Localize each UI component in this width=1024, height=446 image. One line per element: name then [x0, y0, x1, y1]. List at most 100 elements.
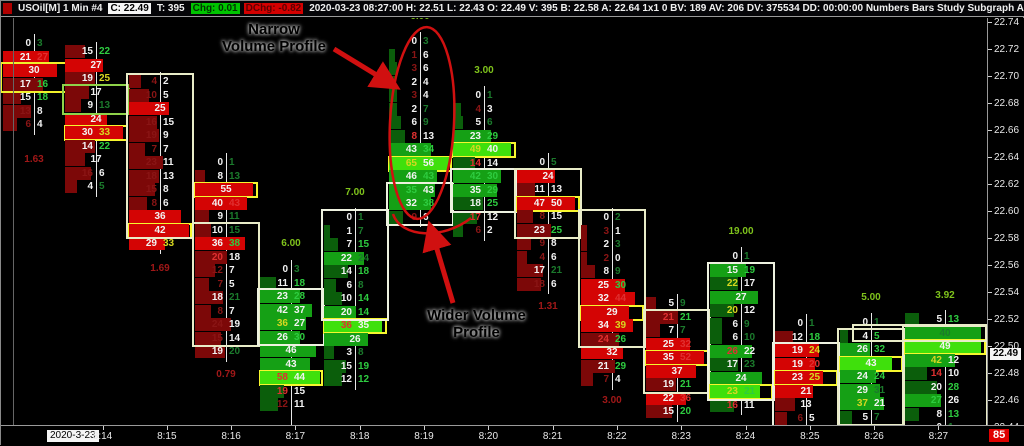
- volume-bar: [840, 370, 876, 383]
- footprint-cell: 10 15: [195, 223, 257, 238]
- footprint-cell: 8 13: [905, 407, 985, 422]
- footprint-cell: 19 20: [775, 357, 837, 372]
- price-axis[interactable]: 22.74 22.72 22.70 22.68 22.66 22.64 22.62 22.60…: [987, 17, 1024, 433]
- wider-profile-label: Wider Volume Profile: [427, 307, 526, 341]
- price-tick: [988, 238, 992, 239]
- time-tick: [231, 426, 233, 430]
- footprint-cell: 24: [65, 112, 127, 127]
- bid-volume-text: 1: [346, 225, 352, 237]
- footprint-cell: 36 38: [195, 237, 257, 251]
- bid-ask-text: 43: [260, 358, 322, 371]
- volume-bar: [65, 180, 77, 193]
- bid-volume-text: 10: [211, 224, 223, 236]
- price-tick: [988, 184, 992, 185]
- footprint-cell: 19 20: [195, 345, 257, 359]
- ask-volume-text: 13: [948, 314, 960, 325]
- bid-ask-text: 23 21: [710, 385, 772, 398]
- bid-volume-text: 20: [340, 306, 352, 318]
- bid-volume-text: 21: [662, 311, 674, 323]
- bid-volume-text: 42: [276, 304, 288, 316]
- footprint-cell: 32 44: [581, 292, 643, 306]
- bid-volume-text: 19: [81, 73, 93, 84]
- bid-volume-text: 9: [87, 100, 93, 111]
- footprint-cell: 35 43: [389, 183, 451, 198]
- volume-bar: [517, 250, 527, 264]
- volume-bar: [710, 371, 762, 385]
- ask-volume-text: 8: [37, 105, 43, 117]
- time-axis[interactable]: 2020-3-23 8:14 8:15 8:16 8:17 8:18 8:19 8:20 8:…: [1, 425, 1024, 446]
- time-tick: [745, 426, 747, 430]
- volume-bar: [840, 329, 848, 343]
- ask-volume-text: 9: [615, 266, 621, 277]
- footprint-cell: 15 14: [195, 331, 257, 346]
- bid-volume-text: 21: [597, 360, 609, 372]
- bid-ask-text: 8 13: [905, 408, 985, 421]
- bid-ask-text: 21 29: [581, 360, 643, 373]
- bid-volume-text: 5: [862, 411, 868, 423]
- volume-bar: [710, 398, 734, 412]
- ask-volume-text: 4: [37, 119, 43, 130]
- ask-volume-text: 43: [229, 197, 241, 209]
- footprint-cell: 19 21: [646, 378, 708, 392]
- volume-bar: [195, 331, 221, 345]
- ask-volume-text: 12: [744, 305, 756, 316]
- ask-volume-text: 6: [423, 49, 429, 61]
- ask-volume-text: 11: [294, 399, 305, 410]
- volume-bar: [710, 317, 722, 331]
- chart-surface[interactable]: 0 3 21 27 30 17 16 15 18 13 8 6 4 1.63 15 22 27 19 25 17 9 13…: [1, 18, 987, 425]
- bid-ask-text: 19 24: [775, 344, 837, 357]
- footprint-cell: 40: [905, 326, 985, 341]
- bid-volume-text: 23: [791, 372, 803, 383]
- ask-volume-text: 18: [37, 92, 49, 103]
- bid-volume-text: 19: [211, 346, 223, 357]
- volume-bar: [324, 305, 356, 319]
- ask-volume-text: 56: [423, 157, 435, 169]
- volume-bar: [453, 170, 501, 183]
- footprint-cell: 21 29: [581, 359, 643, 374]
- footprint-cell: 22 17: [710, 277, 772, 291]
- bid-volume-text: 0: [905, 421, 945, 425]
- bid-volume-text: 22: [662, 392, 674, 404]
- footprint-cell: 23 25: [517, 223, 579, 238]
- bid-ask-text: 43 34: [389, 143, 451, 156]
- footprint-cell: 20 12: [710, 304, 772, 318]
- footprint-cell: 65 56: [388, 155, 452, 172]
- bar-delta-label: 3.92: [935, 290, 955, 301]
- price-label: 22.52: [994, 314, 1020, 325]
- bid-volume-text: 6: [411, 117, 417, 128]
- bid-ask-text: 37: [646, 365, 708, 378]
- ask-volume-text: 11: [229, 211, 240, 222]
- footprint-cell: 25: [129, 102, 191, 116]
- volume-bar: [775, 357, 815, 371]
- footprint-cell: 23 11: [129, 156, 191, 170]
- bid-ask-text: 26: [324, 333, 386, 346]
- volume-bar: [453, 197, 483, 210]
- bid-ask-text: 01: [905, 421, 985, 425]
- bid-ask-text: 16 11: [710, 399, 772, 412]
- total-volume-text: 21: [800, 385, 812, 397]
- ask-volume-text: 18: [294, 277, 306, 289]
- ask-volume-text: 39: [615, 320, 627, 331]
- ask-volume-text: 6: [487, 117, 493, 128]
- ask-volume-text: 32: [680, 338, 692, 350]
- ask-volume-text: 6: [99, 167, 105, 179]
- footprint-cell: 36: [129, 210, 191, 224]
- ask-volume-text: 8: [358, 279, 364, 291]
- footprint-cell: 17: [65, 85, 127, 100]
- total-volume-text: 26: [349, 333, 361, 345]
- time-label: 8:26: [864, 431, 884, 442]
- total-volume-text: 25: [154, 103, 166, 114]
- volume-bar: [517, 183, 535, 196]
- ask-volume-text: 3: [487, 103, 493, 115]
- volume-bar: [65, 112, 107, 126]
- time-label: 8:22: [607, 431, 627, 442]
- volume-bar: [65, 85, 89, 99]
- volume-bar: [195, 250, 227, 264]
